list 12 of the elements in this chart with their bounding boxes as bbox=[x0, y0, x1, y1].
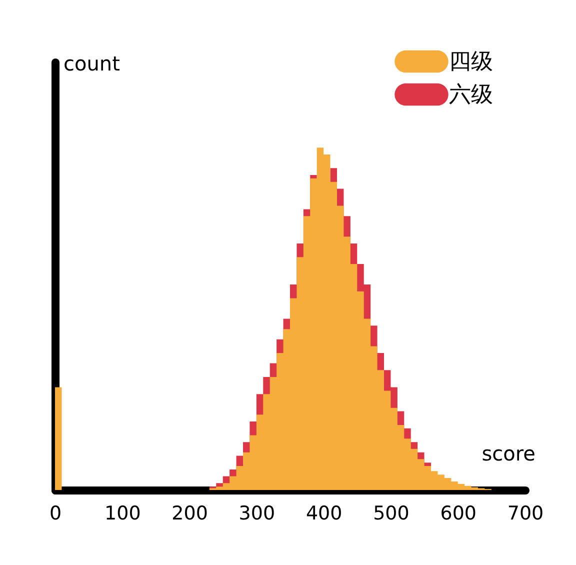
legend-label: 四级 bbox=[449, 50, 493, 74]
legend-label: 六级 bbox=[449, 82, 493, 108]
x-tick-label: 300 bbox=[238, 502, 276, 524]
x-tick-label: 400 bbox=[306, 502, 342, 524]
y-axis-title: count bbox=[64, 52, 120, 76]
x-tick-label: 0 bbox=[49, 502, 62, 524]
x-tick-label: 200 bbox=[172, 502, 208, 524]
x-tick-label: 600 bbox=[440, 502, 476, 524]
x-tick-label: 100 bbox=[104, 502, 141, 524]
x-tick-label: 700 bbox=[507, 502, 544, 524]
x-tick-label: 500 bbox=[373, 502, 410, 524]
x-axis-title: score bbox=[482, 442, 536, 466]
